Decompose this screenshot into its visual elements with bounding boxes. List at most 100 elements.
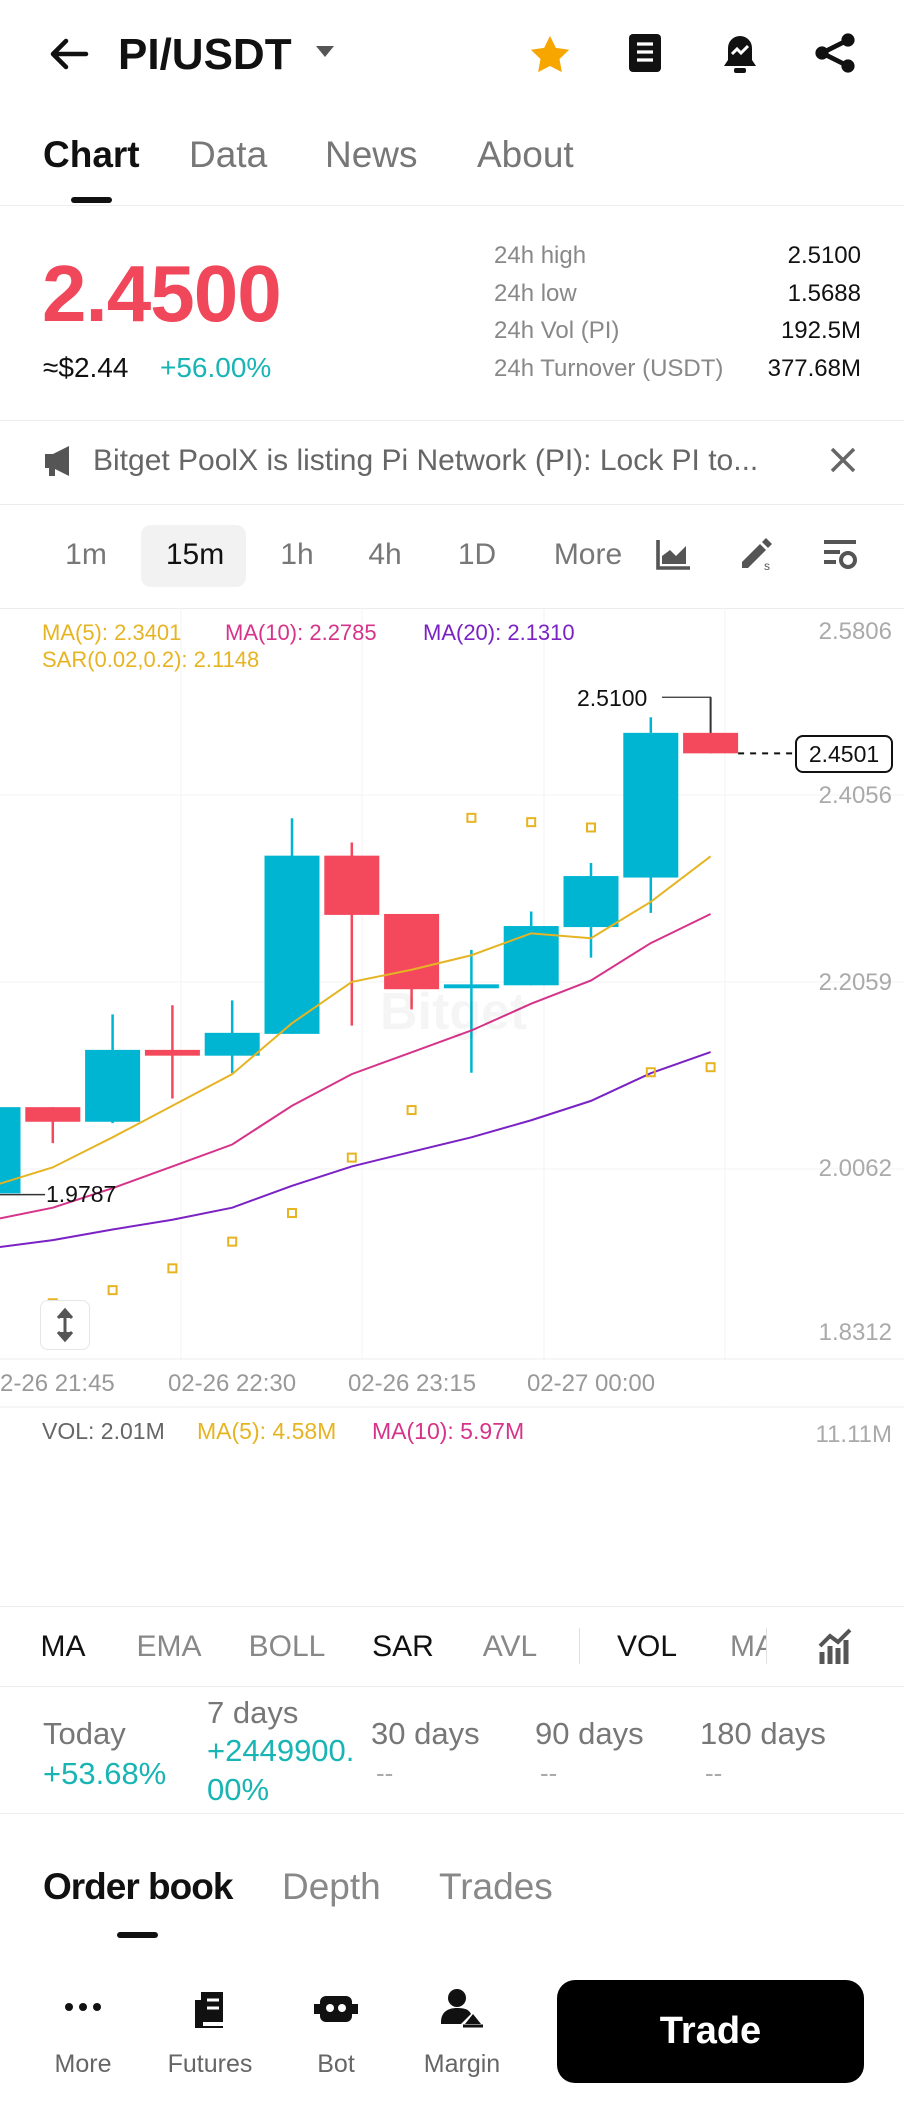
divider — [0, 420, 904, 421]
draw-tool-icon[interactable]: s — [738, 536, 774, 572]
y-tick-label: 2.4056 — [818, 782, 892, 809]
nav-more[interactable]: More — [54, 2050, 112, 2078]
x-tick-label: 2-26 21:45 — [0, 1370, 115, 1397]
indicator-vol[interactable]: VOL — [616, 1630, 678, 1663]
star-icon[interactable] — [528, 34, 572, 76]
announcement-text[interactable]: Bitget PoolX is listing Pi Network (PI):… — [93, 444, 759, 477]
watermark-logo: Bitget — [380, 982, 527, 1042]
vol-legend: VOL: 2.01M — [42, 1418, 165, 1444]
book-icon[interactable] — [627, 32, 663, 74]
legend-ma10: MA(10): 2.2785 — [225, 620, 377, 645]
y-tick-label: 2.5806 — [818, 618, 892, 645]
stat-label: 24h Turnover (USDT) — [494, 355, 724, 382]
candle-up — [443, 984, 499, 989]
legend-ma5: MA(5): 2.3401 — [42, 620, 182, 645]
candle-up — [503, 926, 559, 986]
candle-down — [144, 1049, 200, 1056]
perf-label: 7 days — [207, 1695, 299, 1730]
ma10-line — [0, 913, 712, 1220]
indicator-boll[interactable]: BOLL — [248, 1630, 326, 1663]
stat-value: 1.5688 — [787, 280, 861, 307]
stat-label: 24h high — [494, 242, 587, 269]
perf-value: -- — [376, 1758, 394, 1788]
tab-depth[interactable]: Depth — [282, 1866, 381, 1907]
candle-down — [384, 913, 440, 990]
tab-data[interactable]: Data — [189, 134, 268, 175]
vol-max-label: 11.11M — [815, 1421, 893, 1448]
x-tick-label: 02-26 23:15 — [347, 1370, 477, 1397]
y-tick-label: 1.8312 — [818, 1319, 892, 1346]
megaphone-icon — [45, 446, 69, 476]
tab-news[interactable]: News — [325, 134, 418, 175]
perf-value: +2449900. — [207, 1733, 355, 1768]
sar-dot — [586, 822, 596, 833]
tab-about[interactable]: About — [477, 134, 574, 175]
interval-15m[interactable]: 15m — [165, 538, 225, 571]
high-price-label: 2.5100 — [577, 685, 648, 711]
nav-futures[interactable]: Futures — [167, 2050, 253, 2078]
tab-chart[interactable]: Chart — [43, 134, 140, 175]
stat-value: 377.68M — [767, 355, 861, 382]
interval-more[interactable]: More — [553, 538, 623, 571]
ma20-line — [0, 1051, 711, 1249]
more-dots-icon[interactable] — [63, 2000, 103, 2014]
candle-down — [25, 1107, 81, 1122]
interval-selected-bg — [141, 525, 246, 587]
interval-1m[interactable]: 1m — [65, 538, 107, 571]
indicator-avl[interactable]: AVL — [482, 1630, 538, 1663]
legend-sar: SAR(0.02,0.2): 2.1148 — [42, 647, 260, 672]
candle-up — [264, 855, 320, 1034]
x-tick-label: 02-26 22:30 — [167, 1370, 297, 1397]
perf-label: Today — [43, 1716, 126, 1751]
close-icon[interactable] — [830, 447, 856, 473]
x-tick-label: 02-27 00:00 — [526, 1370, 656, 1397]
stat-label: 24h low — [494, 280, 577, 307]
interval-1d[interactable]: 1D — [457, 538, 497, 571]
stat-value: 2.5100 — [787, 242, 861, 269]
tab-trades[interactable]: Trades — [439, 1866, 553, 1907]
indicator-sar[interactable]: SAR — [372, 1630, 434, 1663]
share-icon[interactable] — [814, 32, 856, 74]
candle-down — [683, 732, 739, 754]
candle-down — [324, 855, 380, 915]
y-tick-label: 2.2059 — [818, 969, 892, 996]
bell-icon[interactable] — [720, 32, 760, 74]
usd-price: ≈$2.44 — [43, 352, 129, 383]
candlestick-chart[interactable] — [0, 608, 904, 1408]
chart-type-icon[interactable] — [656, 540, 690, 570]
vol-ma10-legend: MA(10): 5.97M — [372, 1418, 525, 1444]
indicator-settings-icon[interactable] — [818, 1628, 852, 1664]
current-price-tag[interactable]: 2.4501 — [795, 735, 893, 773]
indicator-ma-sub-clip: MA — [728, 1620, 766, 1670]
sar-dot — [167, 1263, 178, 1274]
nav-margin[interactable]: Margin — [423, 2050, 501, 2078]
indicator-ma[interactable]: MA — [40, 1630, 86, 1663]
futures-icon[interactable] — [193, 1990, 227, 2028]
chart-settings-icon[interactable] — [822, 538, 858, 572]
caret-down-icon[interactable] — [316, 46, 334, 58]
indicator-ma-sub[interactable]: MA — [730, 1630, 766, 1663]
divider — [0, 205, 904, 206]
scale-toggle-button[interactable] — [40, 1300, 90, 1350]
sar-dot — [645, 1067, 656, 1078]
bot-icon[interactable] — [314, 1990, 358, 2028]
sar-dot — [406, 1105, 417, 1116]
interval-1h[interactable]: 1h — [280, 538, 314, 571]
back-arrow-icon — [50, 38, 89, 70]
low-price-label: 1.9787 — [46, 1181, 117, 1207]
interval-4h[interactable]: 4h — [368, 538, 402, 571]
tab-order-book[interactable]: Order book — [43, 1866, 233, 1907]
pair-title[interactable]: PI/USDT — [118, 30, 292, 79]
nav-bot[interactable]: Bot — [317, 2050, 355, 2078]
indicator-ema[interactable]: EMA — [136, 1630, 202, 1663]
high-marker-line — [662, 696, 712, 733]
margin-icon[interactable] — [441, 1988, 483, 2028]
candle-up — [563, 876, 619, 928]
vertical-arrows-icon — [56, 1307, 74, 1343]
divider — [579, 1628, 580, 1664]
candle-up — [0, 1107, 21, 1194]
candle-up — [623, 732, 679, 878]
svg-text:s: s — [764, 559, 770, 572]
trade-button[interactable]: Trade — [557, 1980, 864, 2083]
back-button[interactable] — [46, 32, 90, 76]
